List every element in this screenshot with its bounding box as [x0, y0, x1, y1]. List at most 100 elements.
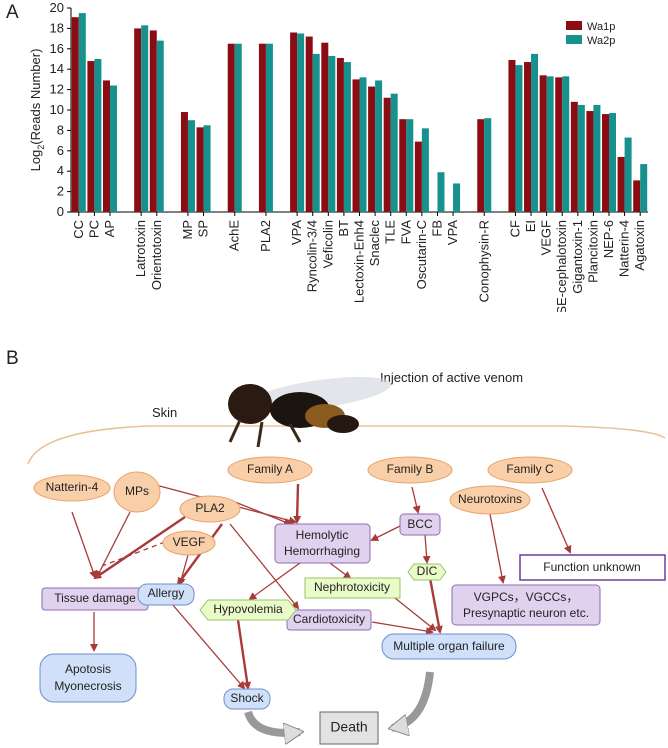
x-tick-label: NEP-6 [601, 220, 616, 258]
x-tick-label: SE-cephalotoxin [554, 220, 569, 312]
node-shape [487, 456, 573, 484]
bar [390, 93, 398, 212]
node-shape [199, 599, 297, 621]
node-label: Nephrotoxicity [314, 580, 390, 594]
bar [609, 113, 617, 212]
node-shape [227, 456, 313, 484]
bar [328, 55, 336, 212]
arrows [71, 483, 572, 733]
x-tick-label: Latrotoxin [133, 220, 148, 277]
x-tick-label: AP [102, 220, 117, 237]
bar [156, 40, 164, 212]
node-shape [304, 577, 401, 599]
y-tick-label: 16 [50, 41, 64, 56]
node-shape [33, 474, 111, 502]
x-tick-label: FVA [398, 220, 413, 245]
x-tick-label: Snaclec [367, 220, 382, 267]
bar [359, 77, 367, 212]
bar [71, 17, 79, 213]
node-label: Apotosis [65, 662, 111, 676]
node-label: VGPCs，VGCCs， [474, 590, 579, 604]
x-tick-label: AchE [227, 220, 242, 251]
node-label: Hypovolemia [213, 602, 283, 616]
bar [539, 75, 547, 212]
node-shape [407, 563, 447, 581]
bar [508, 60, 516, 212]
node-label: DIC [417, 564, 438, 578]
node-label: Family B [387, 462, 434, 476]
bar [203, 125, 211, 212]
bar [406, 119, 414, 212]
bar [617, 156, 625, 212]
bar [305, 36, 313, 213]
skin-label: Skin [152, 405, 177, 420]
bar [321, 42, 329, 213]
node-label: BCC [407, 517, 433, 531]
y-label-part: (Reads Number) [28, 49, 43, 145]
bar [312, 53, 320, 213]
bar [577, 104, 585, 212]
bar [78, 13, 86, 212]
bar [437, 172, 445, 212]
x-tick-label: CC [71, 220, 86, 239]
legend-label: Wa2p [587, 35, 615, 47]
node-shape [113, 471, 161, 513]
node-shape [274, 523, 371, 564]
x-tick-label: Veficolin [320, 220, 335, 268]
bar [414, 141, 422, 212]
skin-line [27, 425, 666, 465]
bar [562, 76, 570, 212]
y-tick-label: 0 [57, 204, 64, 219]
chart: A Log2(Reads Number) 02468101214161820CC… [6, 0, 648, 312]
y-label-part: Log [28, 150, 43, 172]
node-shape [319, 711, 379, 745]
node-label: Family A [247, 462, 293, 476]
x-tick-label: MP [180, 220, 195, 240]
bar [524, 62, 532, 213]
node-label: Neurotoxins [458, 492, 522, 506]
node-label: PLA2 [195, 501, 225, 515]
bar [352, 79, 360, 213]
node-label: Multiple organ failure [393, 639, 505, 653]
node-shape [399, 513, 441, 536]
bar [586, 111, 594, 212]
node-label: Hemorrhaging [284, 544, 360, 558]
x-tick-label: Conophysin-R [476, 220, 491, 302]
bar [640, 164, 648, 212]
bar [515, 65, 523, 213]
bar [109, 85, 117, 212]
bar [555, 77, 563, 212]
x-tick-label: Natterin-4 [617, 220, 632, 277]
x-tick-label: Lectoxin-Enh4 [352, 220, 367, 303]
x-tick-label: Agatoxin [632, 220, 647, 271]
legend-swatch [566, 21, 582, 30]
bar [531, 53, 539, 213]
node-shape [451, 584, 601, 626]
x-tick-label: PC [86, 220, 101, 238]
bar [187, 120, 195, 212]
y-tick-label: 14 [50, 61, 64, 76]
x-tick-label: EI [523, 220, 538, 232]
bar [234, 43, 242, 213]
x-tick-label: VEGF [539, 220, 554, 255]
x-tick-label: Plancitoxin [585, 220, 600, 283]
bar [602, 114, 610, 212]
bar [180, 112, 188, 212]
bar [134, 28, 142, 213]
node-label: MPs [125, 484, 149, 498]
bar [102, 80, 110, 212]
nodes: Family A Family B Family C Natterin-4 MP… [33, 456, 666, 745]
panel-label: A [6, 2, 19, 23]
bar [94, 59, 102, 212]
y-label-sub: 2 [36, 145, 46, 150]
bar [368, 86, 376, 212]
node-shape [179, 495, 241, 523]
bar [87, 61, 95, 212]
node-label: Death [330, 719, 367, 735]
y-tick-label: 4 [57, 163, 64, 178]
y-tick-label: 6 [57, 143, 64, 158]
bar [141, 25, 149, 213]
node-shape [519, 554, 666, 581]
panel-label: B [6, 348, 19, 369]
diagram: B Skin Injection of active venom Family … [6, 348, 666, 748]
